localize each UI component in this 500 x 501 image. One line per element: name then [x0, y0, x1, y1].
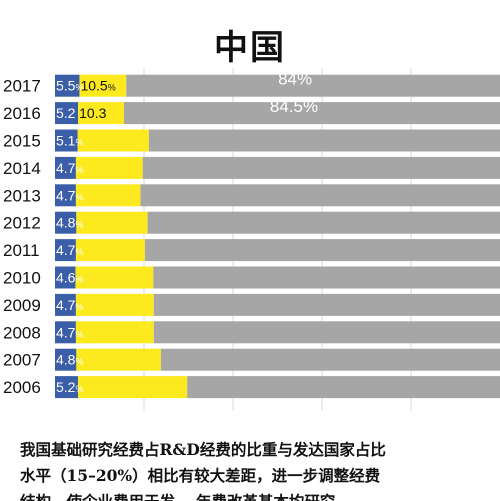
bar-segment-1-2008	[75, 321, 154, 344]
bar-segment-0-2016	[55, 102, 79, 125]
bar-segment-1-2013	[75, 184, 141, 207]
data-label-2-2016: 84.5%	[270, 97, 318, 116]
bar-segment-2-2008	[153, 321, 500, 344]
y-tick-label: 2008	[3, 323, 41, 342]
caption-text: 我国基础研究经费占R&D经费的比重与发达国家占比 水平（15–20%）相比有较大…	[20, 440, 386, 501]
bar-segment-1-2016	[78, 102, 124, 125]
bar-segment-2-2013	[140, 184, 500, 207]
bar-segment-0-2015	[55, 129, 78, 152]
y-tick-label: 2007	[3, 351, 41, 370]
y-tick-label: 2010	[3, 269, 41, 288]
bar-segment-2-2012	[147, 211, 500, 234]
data-label-0-2016: 5.2	[56, 105, 76, 121]
bar-segment-0-2006	[55, 376, 79, 399]
bars	[55, 74, 500, 399]
bar-segment-2-2014	[142, 156, 500, 179]
bar-segment-0-2008	[55, 321, 76, 344]
bar-segment-1-2014	[75, 156, 143, 179]
bar-segment-1-2010	[75, 266, 154, 289]
y-tick-label: 2014	[3, 159, 41, 178]
y-tick-label: 2016	[3, 104, 41, 123]
y-tick-label: 2013	[3, 186, 41, 205]
bar-segment-0-2013	[55, 184, 76, 207]
bar-segment-2-2017	[126, 74, 500, 97]
chart-title: 中国	[214, 28, 286, 68]
data-label-1-2017: 10.5%	[80, 78, 115, 94]
bar-segment-0-2017	[55, 74, 80, 97]
labels: 2017 5.5%10.5% 84%2016 5.2 10.3 84.5%2015 5.1%…	[3, 70, 318, 397]
bar-segment-2-2006	[187, 376, 500, 399]
bar-segment-0-2007	[55, 348, 77, 371]
bar-segment-1-2015	[77, 129, 149, 152]
y-tick-label: 2006	[3, 378, 41, 397]
bar-segment-0-2009	[55, 293, 76, 316]
data-label-2-2017: 84%	[278, 70, 312, 89]
bar-segment-2-2011	[144, 239, 500, 262]
bar-segment-0-2011	[55, 239, 76, 262]
bar-segment-0-2010	[55, 266, 76, 289]
bar-segment-2-2015	[148, 129, 500, 152]
bar-segment-0-2014	[55, 156, 76, 179]
y-tick-label: 2017	[3, 77, 41, 96]
y-tick-label: 2011	[3, 241, 40, 260]
bar-segment-1-2011	[75, 239, 145, 262]
bar-segment-2-2009	[153, 293, 500, 316]
bar-segment-1-2017	[79, 74, 127, 97]
bar-segment-0-2012	[55, 211, 77, 234]
bar-segment-1-2006	[78, 376, 188, 399]
data-label-1-2016: 10.3	[79, 105, 106, 121]
bar-segment-2-2007	[160, 348, 500, 371]
stacked-bar-chart: 2017 5.5%10.5% 84%2016 5.2 10.3 84.5%2015 5.1%…	[3, 68, 500, 411]
bar-segment-2-2010	[153, 266, 500, 289]
bar-segment-2-2016	[123, 102, 500, 125]
y-tick-label: 2012	[3, 214, 41, 233]
bar-segment-1-2007	[76, 348, 161, 371]
y-tick-label: 2009	[3, 296, 41, 315]
bar-segment-1-2012	[76, 211, 148, 234]
y-tick-label: 2015	[3, 132, 41, 151]
bar-segment-1-2009	[75, 293, 154, 316]
